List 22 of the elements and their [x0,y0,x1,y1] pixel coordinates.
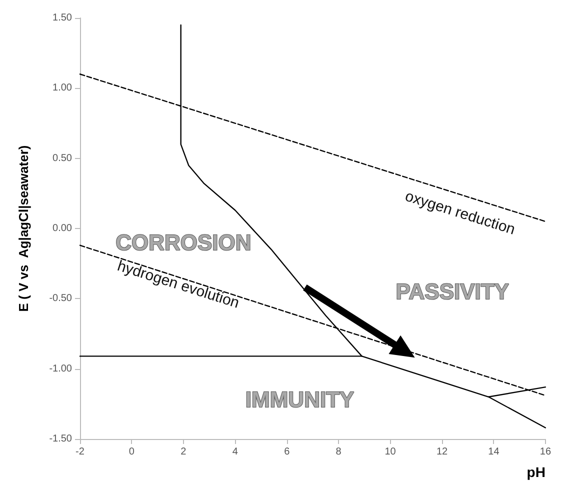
y-tick-label: 0.50 [52,152,72,164]
x-tick-label: 12 [436,446,448,458]
x-tick-label: 2 [180,446,187,458]
x-tick-label: -2 [76,446,85,458]
x-tick-label: 6 [284,446,290,458]
y-axis-title: E ( V vs Ag|agCl|seawater) [16,145,31,312]
y-tick-label: -0.50 [49,293,72,304]
y-tick-label: 1.50 [52,12,72,24]
y-tick-label: -1.50 [49,434,72,444]
x-axis-title: pH [526,464,546,480]
annotation: PASSIVITY [396,279,510,304]
x-tick-label: 16 [540,446,552,458]
annotation: CORROSION [116,230,252,256]
x-tick-label: 14 [488,446,500,458]
y-tick-label: -1.00 [49,363,72,374]
x-tick-label: 8 [336,446,342,458]
y-tick-label: 0.00 [52,223,72,234]
x-tick-label: 4 [232,446,238,458]
x-tick-label: 0 [128,446,135,458]
y-tick-label: 1.00 [52,82,72,94]
annotation: IMMUNITY [245,387,354,412]
x-tick-label: 10 [384,446,396,458]
